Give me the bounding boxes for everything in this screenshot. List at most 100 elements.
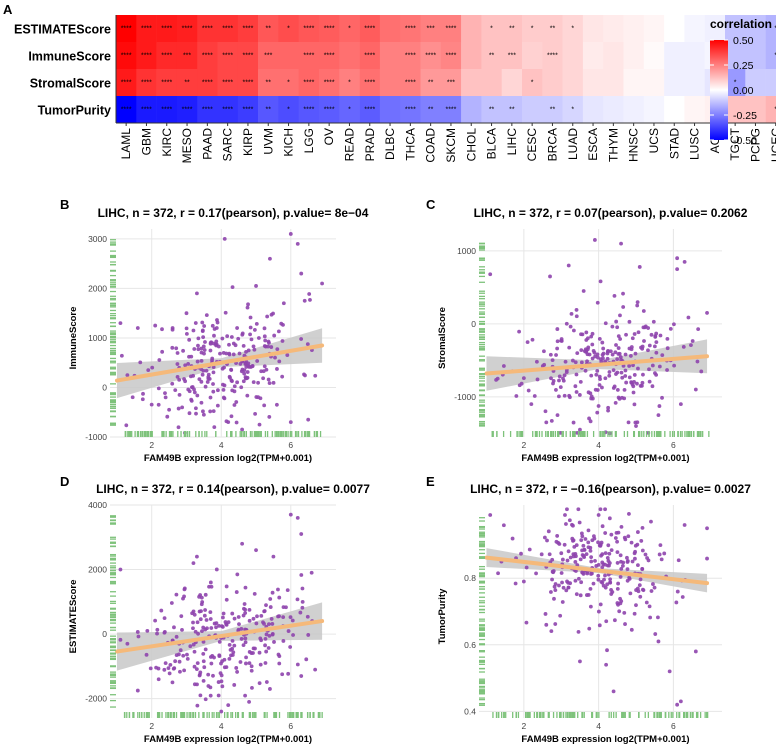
scatter-point xyxy=(156,386,161,391)
scatter-point xyxy=(611,689,616,694)
scatter-point xyxy=(590,356,595,361)
scatter-point xyxy=(299,573,304,577)
scatter-point xyxy=(184,331,189,336)
scatter-point xyxy=(615,586,620,591)
scatter-point xyxy=(582,548,587,552)
scatter-point xyxy=(565,507,569,512)
heatmap-cell xyxy=(136,96,157,124)
scatter-point xyxy=(606,559,611,563)
heatmap-star-label: **** xyxy=(242,107,253,114)
scatter-point xyxy=(675,589,680,594)
scatter-point xyxy=(514,394,519,398)
scatter-point xyxy=(563,359,568,364)
scatter-point xyxy=(615,370,620,375)
scatter-point xyxy=(256,395,261,400)
scatter-point xyxy=(221,615,225,620)
scatter-panel-e: E LIHC, n = 372, r = −0.16(pearson), p.v… xyxy=(426,474,751,745)
scatter-point xyxy=(136,634,141,639)
scatter-point xyxy=(270,622,275,626)
heatmap-star-label: * xyxy=(531,26,534,33)
scatter-point xyxy=(201,659,206,664)
scatter-point xyxy=(174,346,179,351)
scatter-point xyxy=(595,410,600,415)
scatter-point xyxy=(241,643,246,648)
scatter-point xyxy=(637,583,642,588)
heatmap-star-label: * xyxy=(490,26,493,33)
scatter-point xyxy=(542,362,547,367)
scatter-point xyxy=(262,609,267,613)
scatter-point xyxy=(271,554,276,559)
panel-letter-d: D xyxy=(60,474,69,489)
scatter-point xyxy=(605,582,610,587)
scatter-point xyxy=(177,377,182,382)
heatmap-cell xyxy=(258,42,279,70)
scatter-point xyxy=(264,649,269,654)
heatmap-cell xyxy=(298,69,320,97)
scatter-point xyxy=(558,430,563,435)
scatter-point xyxy=(176,406,181,411)
heatmap-star-label: **** xyxy=(303,107,314,114)
scatter-point xyxy=(242,371,247,376)
panel-letter-e: E xyxy=(426,474,435,489)
scatter-point xyxy=(215,403,220,408)
scatter-point xyxy=(208,409,213,414)
scatter-point xyxy=(656,639,661,644)
scatter-point xyxy=(277,595,282,600)
scatter-point xyxy=(118,567,123,572)
scatter-point xyxy=(632,402,637,407)
scatter-point xyxy=(268,687,272,691)
scatter-point xyxy=(211,382,215,386)
scatter-point xyxy=(640,525,645,530)
heatmap-star-label: **** xyxy=(222,53,233,60)
scatter-point xyxy=(174,592,179,597)
scatter-point xyxy=(630,336,635,341)
scatter-point xyxy=(578,379,583,384)
scatter-point xyxy=(295,662,300,667)
scatter-point xyxy=(562,373,567,378)
heatmap-cell xyxy=(745,15,766,43)
scatter-point xyxy=(657,404,662,408)
scatter-point xyxy=(699,369,704,374)
heatmap-row-label: ImmuneScore xyxy=(28,50,111,64)
heatmap-cell xyxy=(765,96,776,124)
scatter-point xyxy=(291,633,295,637)
scatter-point xyxy=(220,336,225,341)
scatter-point xyxy=(584,330,589,335)
heatmap-cell xyxy=(765,15,776,43)
scatter-point xyxy=(543,409,548,414)
scatter-point xyxy=(270,632,275,637)
scatter-point xyxy=(607,516,612,521)
scatter-point xyxy=(229,367,233,372)
scatter-point xyxy=(201,412,206,417)
scatter-point xyxy=(587,416,591,421)
heatmap-cell xyxy=(643,42,665,70)
scatter-point xyxy=(197,673,202,678)
scatter-point xyxy=(140,397,145,402)
scatter-point xyxy=(157,358,162,362)
scatter-point xyxy=(627,512,631,516)
scatter-point xyxy=(576,576,581,581)
scatter-point xyxy=(640,548,645,553)
scatter-point xyxy=(549,418,554,423)
scatter-point xyxy=(665,346,670,351)
heatmap-cell xyxy=(603,15,624,43)
scatter-point xyxy=(207,377,212,381)
scatter-point xyxy=(596,513,601,517)
scatter-point xyxy=(573,560,578,564)
scatter-point xyxy=(633,351,638,356)
scatter-point xyxy=(546,529,551,534)
x-tick-label: 2 xyxy=(149,721,154,731)
scatter-point xyxy=(281,301,286,306)
heatmap-cell xyxy=(319,42,340,70)
scatter-point xyxy=(170,345,175,350)
heatmap-cell xyxy=(217,96,239,124)
scatter-point xyxy=(571,420,576,425)
scatter-point xyxy=(193,321,198,325)
scatter-point xyxy=(601,356,605,361)
scatter-point xyxy=(550,358,555,363)
scatter-point xyxy=(629,627,634,632)
heatmap-column-label: LIHC xyxy=(505,128,519,156)
scatter-point xyxy=(225,334,230,339)
scatter-point xyxy=(555,339,560,344)
scatter-point xyxy=(309,570,314,575)
